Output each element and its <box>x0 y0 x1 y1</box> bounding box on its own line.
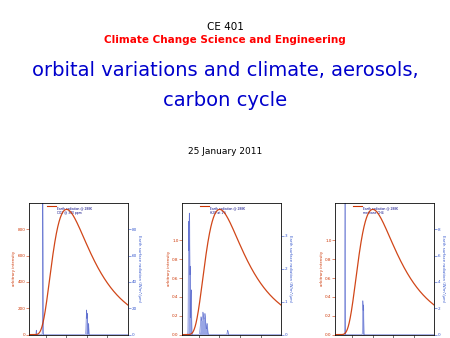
Y-axis label: arbitrary intensity: arbitrary intensity <box>166 251 171 286</box>
Text: orbital variations and climate, aerosols,: orbital variations and climate, aerosols… <box>32 61 419 80</box>
Text: CE 401: CE 401 <box>207 22 243 32</box>
Text: Climate Change Science and Engineering: Climate Change Science and Engineering <box>104 35 346 46</box>
Text: Earth radiation @ 288K
methane CH4: Earth radiation @ 288K methane CH4 <box>363 207 398 215</box>
Y-axis label: Earth surface radiation (W/m²/µm): Earth surface radiation (W/m²/µm) <box>288 235 292 303</box>
Y-axis label: arbitrary intensity: arbitrary intensity <box>12 251 16 286</box>
Text: 25 January 2011: 25 January 2011 <box>188 147 262 156</box>
Text: carbon cycle: carbon cycle <box>163 91 287 110</box>
Text: Earth radiation @ 288K
H2O at 1%: Earth radiation @ 288K H2O at 1% <box>210 207 245 215</box>
Text: Earth radiation @ 288K
CO2 @ 340 ppm: Earth radiation @ 288K CO2 @ 340 ppm <box>57 207 92 215</box>
Y-axis label: arbitrary intensity: arbitrary intensity <box>320 251 324 286</box>
Y-axis label: Earth surface radiation (W/m²/µm): Earth surface radiation (W/m²/µm) <box>137 235 141 303</box>
Y-axis label: Earth surface radiation (W/m²/µm): Earth surface radiation (W/m²/µm) <box>441 235 445 303</box>
